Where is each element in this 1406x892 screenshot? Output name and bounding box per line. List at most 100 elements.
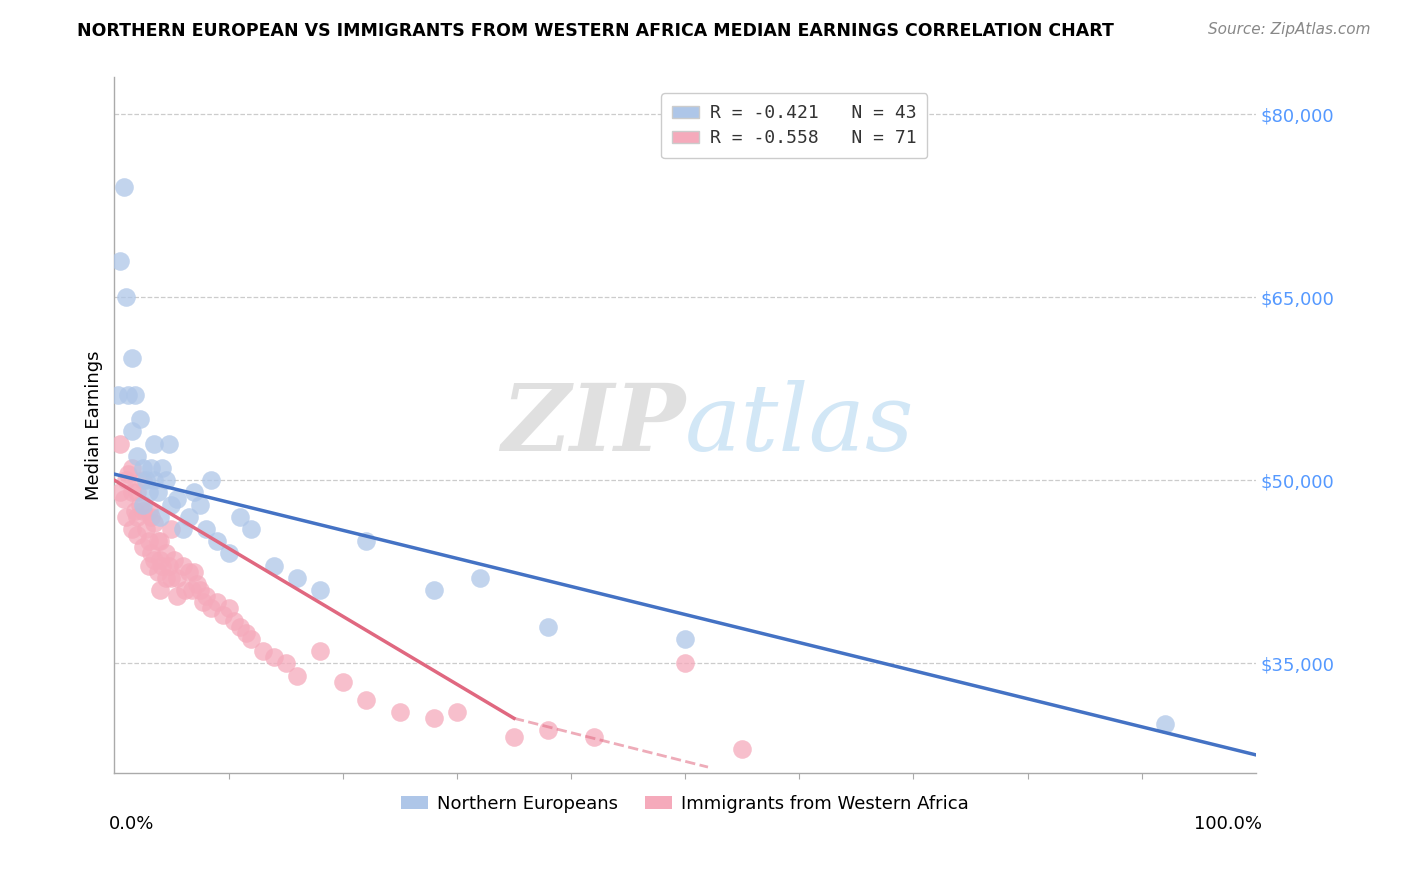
Point bbox=[309, 644, 332, 658]
Point bbox=[108, 253, 131, 268]
Point bbox=[166, 571, 188, 585]
Point bbox=[468, 571, 491, 585]
Point bbox=[354, 693, 377, 707]
Point bbox=[149, 552, 172, 566]
Point bbox=[121, 425, 143, 439]
Legend: Northern Europeans, Immigrants from Western Africa: Northern Europeans, Immigrants from West… bbox=[394, 788, 976, 820]
Point bbox=[149, 583, 172, 598]
Point bbox=[285, 668, 308, 682]
Point bbox=[200, 601, 222, 615]
Point bbox=[193, 595, 215, 609]
Point bbox=[194, 522, 217, 536]
Point bbox=[127, 485, 149, 500]
Point bbox=[114, 290, 136, 304]
Point bbox=[731, 741, 754, 756]
Point bbox=[235, 625, 257, 640]
Point bbox=[127, 528, 149, 542]
Point bbox=[354, 534, 377, 549]
Point bbox=[124, 504, 146, 518]
Point bbox=[229, 509, 252, 524]
Point bbox=[194, 589, 217, 603]
Text: 100.0%: 100.0% bbox=[1194, 815, 1261, 833]
Point bbox=[139, 509, 162, 524]
Point bbox=[112, 491, 135, 506]
Point bbox=[240, 522, 263, 536]
Point bbox=[174, 583, 197, 598]
Point bbox=[1153, 717, 1175, 731]
Point bbox=[138, 558, 160, 573]
Text: ZIP: ZIP bbox=[501, 380, 685, 470]
Point bbox=[537, 723, 560, 738]
Point bbox=[135, 473, 157, 487]
Point bbox=[146, 534, 169, 549]
Point bbox=[423, 711, 446, 725]
Point bbox=[157, 436, 180, 450]
Point bbox=[108, 485, 131, 500]
Point bbox=[132, 504, 155, 518]
Point bbox=[673, 657, 696, 671]
Point bbox=[218, 546, 240, 560]
Point bbox=[138, 534, 160, 549]
Point bbox=[673, 632, 696, 646]
Point bbox=[285, 571, 308, 585]
Point bbox=[188, 583, 211, 598]
Point bbox=[121, 351, 143, 366]
Point bbox=[143, 516, 166, 530]
Point bbox=[160, 522, 183, 536]
Point bbox=[252, 644, 274, 658]
Point bbox=[150, 461, 173, 475]
Point bbox=[446, 705, 468, 719]
Point bbox=[149, 534, 172, 549]
Point bbox=[240, 632, 263, 646]
Point bbox=[582, 730, 605, 744]
Point bbox=[149, 509, 172, 524]
Point bbox=[107, 388, 129, 402]
Point bbox=[205, 595, 228, 609]
Point bbox=[224, 614, 246, 628]
Point bbox=[157, 558, 180, 573]
Point bbox=[186, 577, 208, 591]
Point bbox=[183, 565, 205, 579]
Point bbox=[181, 583, 204, 598]
Point bbox=[188, 498, 211, 512]
Point bbox=[155, 571, 177, 585]
Point bbox=[205, 534, 228, 549]
Point bbox=[177, 509, 200, 524]
Point bbox=[114, 473, 136, 487]
Y-axis label: Median Earnings: Median Earnings bbox=[86, 351, 103, 500]
Text: atlas: atlas bbox=[685, 380, 915, 470]
Point bbox=[229, 620, 252, 634]
Point bbox=[155, 546, 177, 560]
Point bbox=[172, 558, 194, 573]
Point bbox=[143, 552, 166, 566]
Point bbox=[163, 552, 186, 566]
Point bbox=[138, 504, 160, 518]
Text: Source: ZipAtlas.com: Source: ZipAtlas.com bbox=[1208, 22, 1371, 37]
Point bbox=[138, 485, 160, 500]
Point bbox=[108, 436, 131, 450]
Point bbox=[160, 498, 183, 512]
Point bbox=[146, 565, 169, 579]
Point bbox=[121, 461, 143, 475]
Point bbox=[177, 565, 200, 579]
Point bbox=[150, 558, 173, 573]
Text: NORTHERN EUROPEAN VS IMMIGRANTS FROM WESTERN AFRICA MEDIAN EARNINGS CORRELATION : NORTHERN EUROPEAN VS IMMIGRANTS FROM WES… bbox=[77, 22, 1114, 40]
Point bbox=[218, 601, 240, 615]
Point bbox=[160, 571, 183, 585]
Point bbox=[117, 388, 139, 402]
Point bbox=[128, 412, 150, 426]
Point bbox=[112, 180, 135, 194]
Point bbox=[200, 473, 222, 487]
Point bbox=[503, 730, 526, 744]
Point bbox=[121, 522, 143, 536]
Point bbox=[127, 509, 149, 524]
Point bbox=[263, 650, 285, 665]
Point bbox=[114, 509, 136, 524]
Point bbox=[124, 388, 146, 402]
Point bbox=[172, 522, 194, 536]
Point bbox=[183, 485, 205, 500]
Point bbox=[166, 589, 188, 603]
Point bbox=[117, 467, 139, 482]
Point bbox=[143, 473, 166, 487]
Point bbox=[132, 461, 155, 475]
